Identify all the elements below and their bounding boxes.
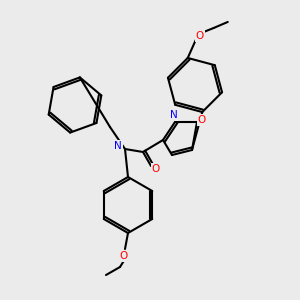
Text: N: N bbox=[170, 110, 178, 120]
Text: O: O bbox=[119, 251, 127, 261]
Text: O: O bbox=[196, 31, 204, 41]
Text: O: O bbox=[198, 115, 206, 125]
Text: N: N bbox=[114, 141, 122, 151]
Text: O: O bbox=[152, 164, 160, 174]
